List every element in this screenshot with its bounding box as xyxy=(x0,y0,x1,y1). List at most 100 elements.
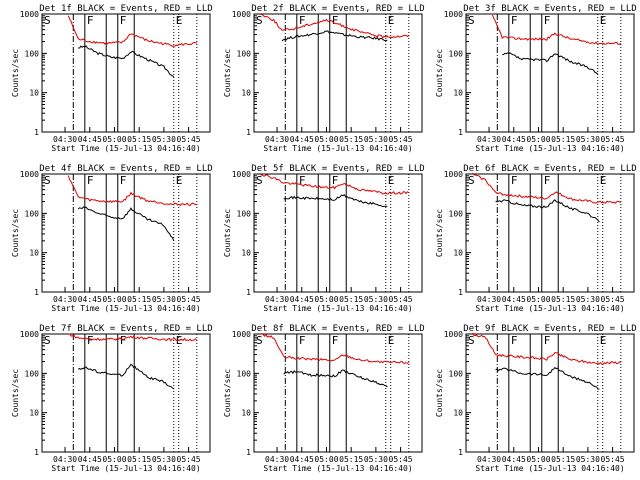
marker-label: F xyxy=(544,14,551,27)
x-tick-label: 05:45 xyxy=(389,295,413,304)
y-tick-label: 10 xyxy=(241,89,251,98)
y-tick-label: 10 xyxy=(241,249,251,258)
x-tick-label: 05:00 xyxy=(314,295,338,304)
marker-label: F xyxy=(120,14,127,27)
x-axis-label: Start Time (15-Jul-13 04:16:40) xyxy=(475,464,624,473)
x-tick-label: 04:30 xyxy=(53,295,77,304)
events-series-line xyxy=(495,366,600,390)
y-axis-label: Counts/sec xyxy=(435,49,444,97)
x-tick-label: 04:30 xyxy=(265,455,289,464)
y-tick-label: 10 xyxy=(29,89,39,98)
y-tick-label: 10 xyxy=(453,89,463,98)
detector-panel-5: Det 5f BLACK = Events, RED = LLD 1 10 100 10… xyxy=(223,164,425,313)
x-tick-label: 04:30 xyxy=(53,135,77,144)
y-axis-label: Counts/sec xyxy=(435,369,444,417)
x-axis-label: Start Time (15-Jul-13 04:16:40) xyxy=(263,144,412,153)
y-axis-label: Counts/sec xyxy=(11,209,20,257)
panel-title: Det 1f BLACK = Events, RED = LLD xyxy=(39,4,212,14)
x-tick-label: 05:00 xyxy=(314,135,338,144)
plot-frame xyxy=(253,173,423,293)
marker-label: S xyxy=(468,334,475,347)
y-tick-label: 1 xyxy=(246,448,251,457)
marker-label: F xyxy=(299,14,306,27)
x-tick-label: 05:30 xyxy=(364,455,388,464)
panel-title: Det 6f BLACK = Events, RED = LLD xyxy=(463,164,636,174)
x-tick-label: 05:30 xyxy=(576,135,600,144)
panel-title: Det 3f BLACK = Events, RED = LLD xyxy=(463,4,636,14)
plot-frame xyxy=(41,13,211,133)
panel-title: Det 5f BLACK = Events, RED = LLD xyxy=(251,164,424,174)
x-tick-label: 05:00 xyxy=(526,135,550,144)
lld-series-line xyxy=(260,332,410,364)
lld-series-line xyxy=(472,332,621,365)
y-tick-label: 1000 xyxy=(444,170,463,179)
y-axis-label: Counts/sec xyxy=(223,49,232,97)
x-tick-label: 04:45 xyxy=(502,295,526,304)
y-tick-label: 1 xyxy=(458,448,463,457)
lld-series-line xyxy=(67,175,197,207)
lld-series-line xyxy=(67,15,198,47)
marker-label: F xyxy=(544,334,551,347)
x-tick-label: 05:45 xyxy=(389,455,413,464)
y-tick-label: 1000 xyxy=(232,10,251,19)
x-tick-label: 05:00 xyxy=(102,135,126,144)
marker-label: S xyxy=(44,174,51,187)
x-tick-label: 05:15 xyxy=(551,295,575,304)
detector-panel-4: Det 4f BLACK = Events, RED = LLD 1 10 100 10… xyxy=(11,164,213,313)
marker-label: F xyxy=(544,174,551,187)
events-series-line xyxy=(78,363,175,390)
marker-label: S xyxy=(256,334,263,347)
y-tick-label: 100 xyxy=(237,369,252,378)
x-tick-label: 05:45 xyxy=(601,455,625,464)
plot-frame xyxy=(465,173,635,293)
y-tick-label: 1000 xyxy=(444,10,463,19)
marker-label: E xyxy=(176,14,183,27)
x-tick-label: 04:45 xyxy=(78,135,102,144)
y-tick-label: 10 xyxy=(453,249,463,258)
events-series-line xyxy=(502,52,599,75)
y-axis-label: Counts/sec xyxy=(223,369,232,417)
plot-frame xyxy=(465,333,635,453)
marker-label: F xyxy=(299,334,306,347)
x-tick-label: 05:00 xyxy=(526,295,550,304)
y-tick-label: 10 xyxy=(29,409,39,418)
plot-frame xyxy=(41,333,211,453)
y-tick-label: 1 xyxy=(458,128,463,137)
x-tick-label: 05:15 xyxy=(339,455,363,464)
events-series-line xyxy=(283,369,388,388)
x-tick-label: 05:15 xyxy=(127,295,151,304)
marker-label: F xyxy=(120,174,127,187)
x-tick-label: 05:30 xyxy=(152,135,176,144)
y-tick-label: 10 xyxy=(453,409,463,418)
y-tick-label: 1000 xyxy=(444,330,463,339)
x-tick-label: 04:30 xyxy=(477,135,501,144)
x-tick-label: 05:00 xyxy=(102,455,126,464)
marker-label: S xyxy=(44,14,51,27)
x-axis-label: Start Time (15-Jul-13 04:16:40) xyxy=(263,464,412,473)
marker-label: S xyxy=(256,14,263,27)
lld-series-line xyxy=(491,14,622,45)
x-axis-label: Start Time (15-Jul-13 04:16:40) xyxy=(475,304,624,313)
marker-label: F xyxy=(511,174,518,187)
x-tick-label: 05:00 xyxy=(314,455,338,464)
x-tick-label: 05:30 xyxy=(152,295,176,304)
y-tick-label: 100 xyxy=(25,209,40,218)
y-tick-label: 1000 xyxy=(20,10,39,19)
marker-label: F xyxy=(332,334,339,347)
y-tick-label: 100 xyxy=(25,369,40,378)
x-tick-label: 05:30 xyxy=(576,455,600,464)
marker-label: F xyxy=(87,14,94,27)
x-tick-label: 04:45 xyxy=(78,295,102,304)
plot-frame xyxy=(253,333,423,453)
lld-series-line xyxy=(260,13,410,39)
y-axis-label: Counts/sec xyxy=(11,369,20,417)
x-tick-label: 05:15 xyxy=(127,135,151,144)
marker-label: S xyxy=(468,14,475,27)
marker-label: F xyxy=(87,174,94,187)
y-tick-label: 10 xyxy=(241,409,251,418)
marker-label: S xyxy=(468,174,475,187)
x-tick-label: 05:30 xyxy=(364,135,388,144)
y-axis-label: Counts/sec xyxy=(223,209,232,257)
marker-label: E xyxy=(388,14,395,27)
